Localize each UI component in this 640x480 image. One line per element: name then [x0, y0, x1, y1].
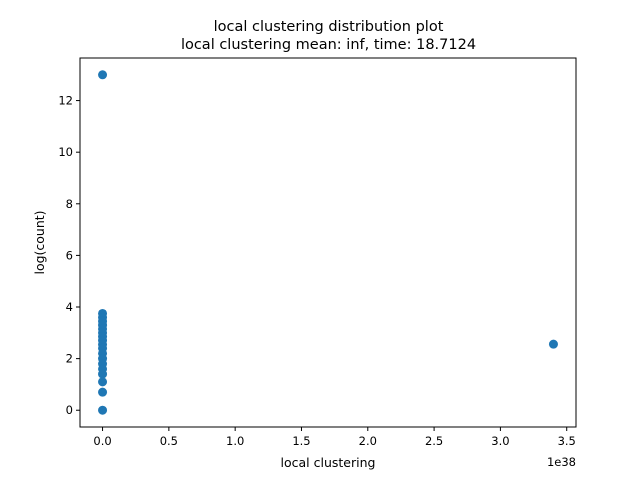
x-tick-label: 3.5 — [558, 434, 576, 448]
x-tick-label: 0.5 — [160, 434, 178, 448]
x-tick-label: 0.0 — [93, 434, 111, 448]
chart-title: local clustering distribution plot — [214, 19, 444, 35]
y-tick-label: 8 — [66, 197, 73, 211]
x-axis-ticks: 0.0 0.5 1.0 1.5 2.0 2.5 3.0 3.5 — [93, 427, 576, 448]
data-point — [548, 339, 558, 349]
data-point — [98, 387, 108, 397]
x-tick-label: 2.5 — [425, 434, 443, 448]
x-tick-label: 3.0 — [491, 434, 509, 448]
y-tick-label: 6 — [66, 248, 73, 262]
y-tick-label: 2 — [66, 352, 73, 366]
y-tick-label: 0 — [66, 403, 73, 417]
chart-subtitle: local clustering mean: inf, time: 18.712… — [181, 37, 476, 53]
data-point — [98, 369, 108, 379]
x-axis-offset-label: 1e38 — [547, 455, 576, 469]
y-tick-label: 10 — [58, 145, 73, 159]
y-tick-label: 12 — [58, 94, 73, 108]
y-axis-ticks: 0 2 4 6 8 10 12 — [58, 94, 80, 417]
data-point — [98, 377, 108, 387]
data-point — [98, 70, 108, 80]
plot-frame — [79, 57, 577, 428]
data-points — [98, 70, 558, 415]
x-tick-label: 1.5 — [292, 434, 310, 448]
y-axis-label: log(count) — [32, 210, 47, 274]
x-tick-label: 2.0 — [359, 434, 377, 448]
x-tick-label: 1.0 — [226, 434, 244, 448]
y-tick-label: 4 — [66, 300, 73, 314]
data-point — [98, 405, 108, 415]
x-axis-label: local clustering — [281, 455, 376, 470]
